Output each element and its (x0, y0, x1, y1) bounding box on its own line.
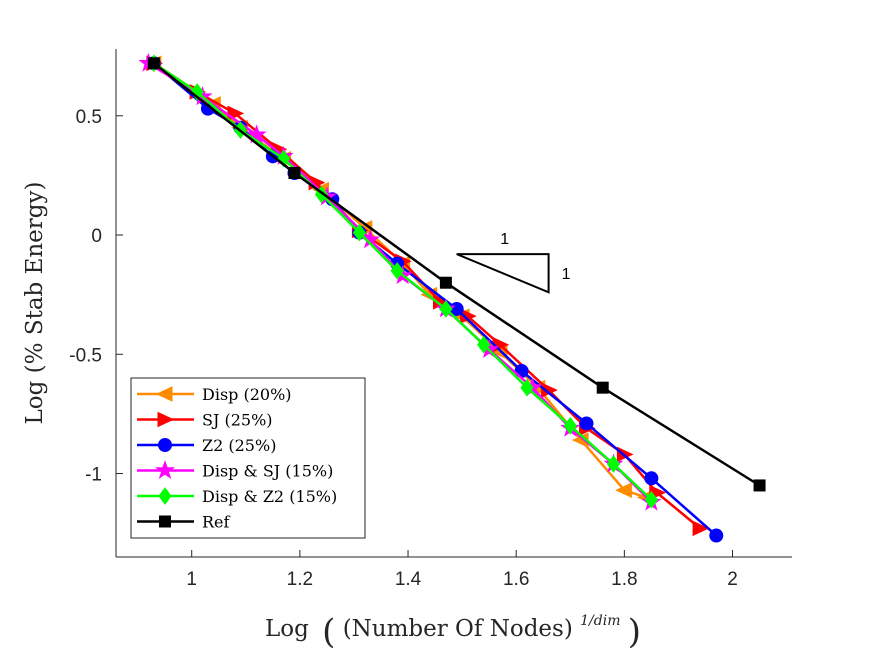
x-tick-label: 1.2 (287, 569, 313, 590)
x-tick-label: 1.6 (503, 569, 529, 590)
data-point (352, 223, 367, 242)
series-5 (147, 57, 766, 492)
data-point (477, 335, 491, 354)
data-point (615, 482, 632, 498)
slope-rise-label: 1 (562, 266, 571, 283)
data-point (390, 261, 404, 280)
data-point (644, 490, 659, 509)
legend-entry: Disp & SJ (15%) (137, 459, 333, 481)
legend-entry: Ref (137, 513, 231, 532)
legend-label: Disp (20%) (202, 385, 292, 404)
slope-run-label: 1 (500, 231, 509, 248)
data-point (692, 520, 710, 537)
y-tick-label: 0 (91, 226, 102, 247)
data-point (579, 416, 594, 431)
legend-entry: Disp (20%) (137, 385, 292, 404)
data-point (246, 124, 267, 144)
legend-label: Z2 (25%) (202, 436, 276, 455)
x-axis-label-prefix: Log (265, 616, 309, 642)
data-point (709, 528, 724, 543)
x-axis-label-main: (Number Of Nodes) (343, 616, 573, 642)
data-point (520, 378, 534, 397)
y-axis-label: Log (% Stab Energy) (22, 182, 48, 425)
data-point (147, 57, 160, 70)
x-tick-label: 2 (727, 569, 738, 590)
legend-label: SJ (25%) (202, 411, 273, 430)
y-tick-label: 0.5 (76, 107, 102, 128)
x-axis-label: Log ( (Number Of Nodes) 1/dim ) (265, 605, 641, 652)
data-point (596, 381, 609, 394)
data-point (606, 455, 621, 473)
data-point (563, 416, 577, 435)
legend-entry: Disp & Z2 (15%) (137, 487, 337, 506)
x-tick-label: 1.8 (611, 569, 637, 590)
data-point (644, 471, 659, 486)
y-tick-label: -1 (85, 465, 102, 486)
legend-marker (157, 411, 175, 428)
data-point (439, 300, 453, 318)
legend-label: Disp & Z2 (15%) (202, 487, 337, 506)
legend-label: Ref (202, 513, 231, 532)
legend-entry: Z2 (25%) (137, 436, 276, 455)
data-point (753, 479, 766, 492)
legend-entry: SJ (25%) (137, 411, 273, 430)
legend-label: Disp & SJ (15%) (202, 462, 333, 481)
legend-marker (155, 386, 173, 402)
data-point (439, 276, 452, 289)
data-point (288, 167, 301, 180)
legend-marker (158, 487, 172, 505)
legend-marker (158, 438, 172, 452)
legend-box (130, 377, 366, 539)
x-tick-label: 1.4 (395, 569, 422, 590)
x-tick-label: 1 (186, 569, 197, 590)
slope-triangle (456, 253, 550, 294)
legend-marker (159, 515, 171, 528)
y-tick-label: -0.5 (69, 345, 102, 366)
legend-marker (154, 459, 176, 480)
x-axis-label-exponent: 1/dim (580, 613, 620, 629)
